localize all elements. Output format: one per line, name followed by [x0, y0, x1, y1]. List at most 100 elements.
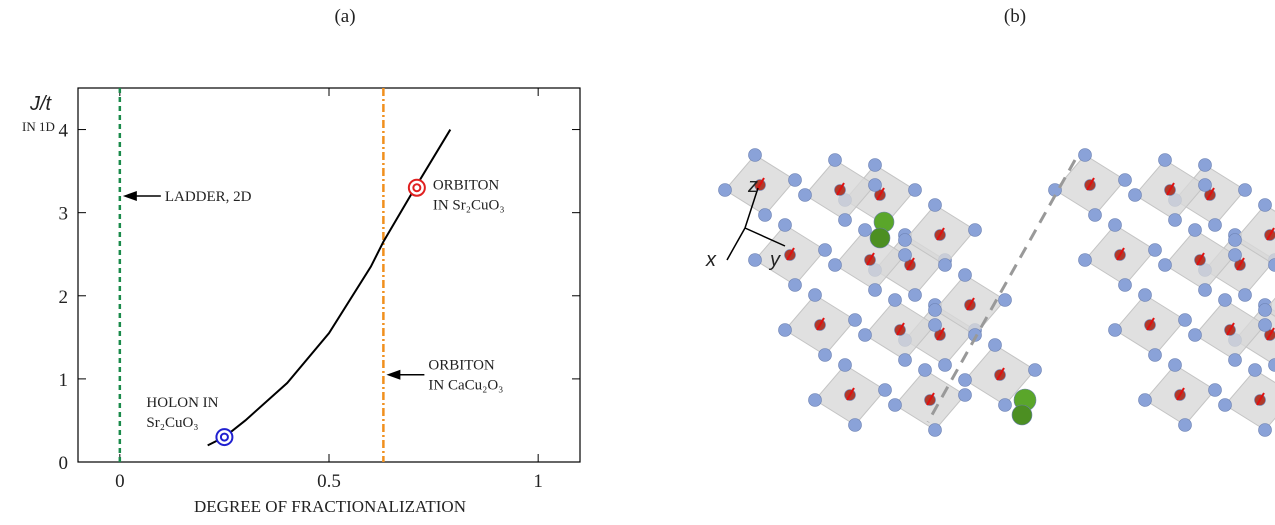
atom	[1169, 214, 1182, 227]
atom	[1219, 294, 1232, 307]
atom	[879, 384, 892, 397]
atom	[999, 294, 1012, 307]
atom	[870, 228, 890, 248]
plaquette	[1225, 370, 1275, 430]
y-tick-label: 2	[59, 287, 69, 308]
atom	[929, 304, 942, 317]
atom	[899, 354, 912, 367]
annotation: Sr₂CuO₃	[146, 415, 198, 431]
figure: (a) (b) J/t IN 1D DEGREE OF FRACTIONALIZ…	[0, 0, 1275, 520]
atom	[719, 184, 732, 197]
marker	[216, 429, 232, 445]
arrow-head	[123, 191, 137, 201]
atom	[889, 399, 902, 412]
atom	[1259, 199, 1272, 212]
atom	[1259, 319, 1272, 332]
atom	[969, 224, 982, 237]
atom	[869, 179, 882, 192]
atom	[1239, 289, 1252, 302]
atom	[1179, 419, 1192, 432]
atom	[929, 424, 942, 437]
atom	[1029, 364, 1042, 377]
atom	[859, 224, 872, 237]
atom	[899, 234, 912, 247]
atom	[1229, 249, 1242, 262]
atom	[1219, 399, 1232, 412]
atom	[1199, 159, 1212, 172]
atom	[869, 159, 882, 172]
y-label: y	[768, 249, 781, 271]
atom	[1179, 314, 1192, 327]
atom	[789, 174, 802, 187]
atom	[929, 199, 942, 212]
atom	[959, 374, 972, 387]
atom	[839, 359, 852, 372]
atom	[1109, 324, 1122, 337]
y-tick-label: 4	[59, 121, 69, 142]
annotation: ORBITON	[428, 358, 495, 374]
x-axis-label: DEGREE OF FRACTIONALIZATION	[194, 497, 466, 516]
atom	[1109, 219, 1122, 232]
atom	[1149, 244, 1162, 257]
atom	[1119, 279, 1132, 292]
atom	[1159, 154, 1172, 167]
atom	[959, 269, 972, 282]
x-tick-label: 1	[533, 471, 543, 492]
atom	[919, 364, 932, 377]
arrow-head	[386, 370, 400, 380]
atom	[899, 249, 912, 262]
y-axis-sublabel: IN 1D	[22, 119, 55, 134]
z-label: z	[747, 175, 758, 197]
atom	[809, 394, 822, 407]
atom	[819, 244, 832, 257]
atom	[1239, 184, 1252, 197]
atom	[759, 209, 772, 222]
atom	[889, 294, 902, 307]
annotation: LADDER, 2D	[165, 189, 252, 205]
annotation: ORBITON	[433, 178, 500, 194]
y-tick-label: 1	[59, 370, 69, 391]
atom	[1189, 224, 1202, 237]
atom	[1209, 219, 1222, 232]
atom	[929, 319, 942, 332]
x-arrow	[727, 228, 745, 260]
atom	[1209, 384, 1222, 397]
atom	[909, 184, 922, 197]
annotation: IN Sr₂CuO₃	[433, 198, 505, 214]
atom	[779, 219, 792, 232]
atom	[1139, 289, 1152, 302]
y-axis-label: J/t	[29, 93, 53, 115]
atom	[829, 154, 842, 167]
y-tick-label: 0	[59, 453, 69, 474]
atom	[839, 214, 852, 227]
atom	[849, 314, 862, 327]
atom	[1159, 259, 1172, 272]
x-label: x	[705, 249, 717, 271]
atom	[1129, 189, 1142, 202]
atom	[819, 349, 832, 362]
y-tick-label: 3	[59, 204, 69, 225]
atom	[999, 399, 1012, 412]
atom	[749, 149, 762, 162]
curve	[208, 130, 451, 446]
atom	[859, 329, 872, 342]
atom	[1229, 354, 1242, 367]
lattice-illustration	[719, 149, 1275, 437]
atom	[909, 289, 922, 302]
atom	[1119, 174, 1132, 187]
atom	[959, 389, 972, 402]
atom	[1089, 209, 1102, 222]
x-tick-label: 0.5	[317, 471, 341, 492]
panel-label: (a)	[334, 6, 355, 27]
atom	[749, 254, 762, 267]
atom	[869, 284, 882, 297]
atom	[1079, 254, 1092, 267]
atom	[1259, 304, 1272, 317]
atom	[1249, 364, 1262, 377]
atom	[939, 259, 952, 272]
atom	[789, 279, 802, 292]
atom	[779, 324, 792, 337]
atom	[829, 259, 842, 272]
annotation: HOLON IN	[146, 395, 218, 411]
atom	[939, 359, 952, 372]
